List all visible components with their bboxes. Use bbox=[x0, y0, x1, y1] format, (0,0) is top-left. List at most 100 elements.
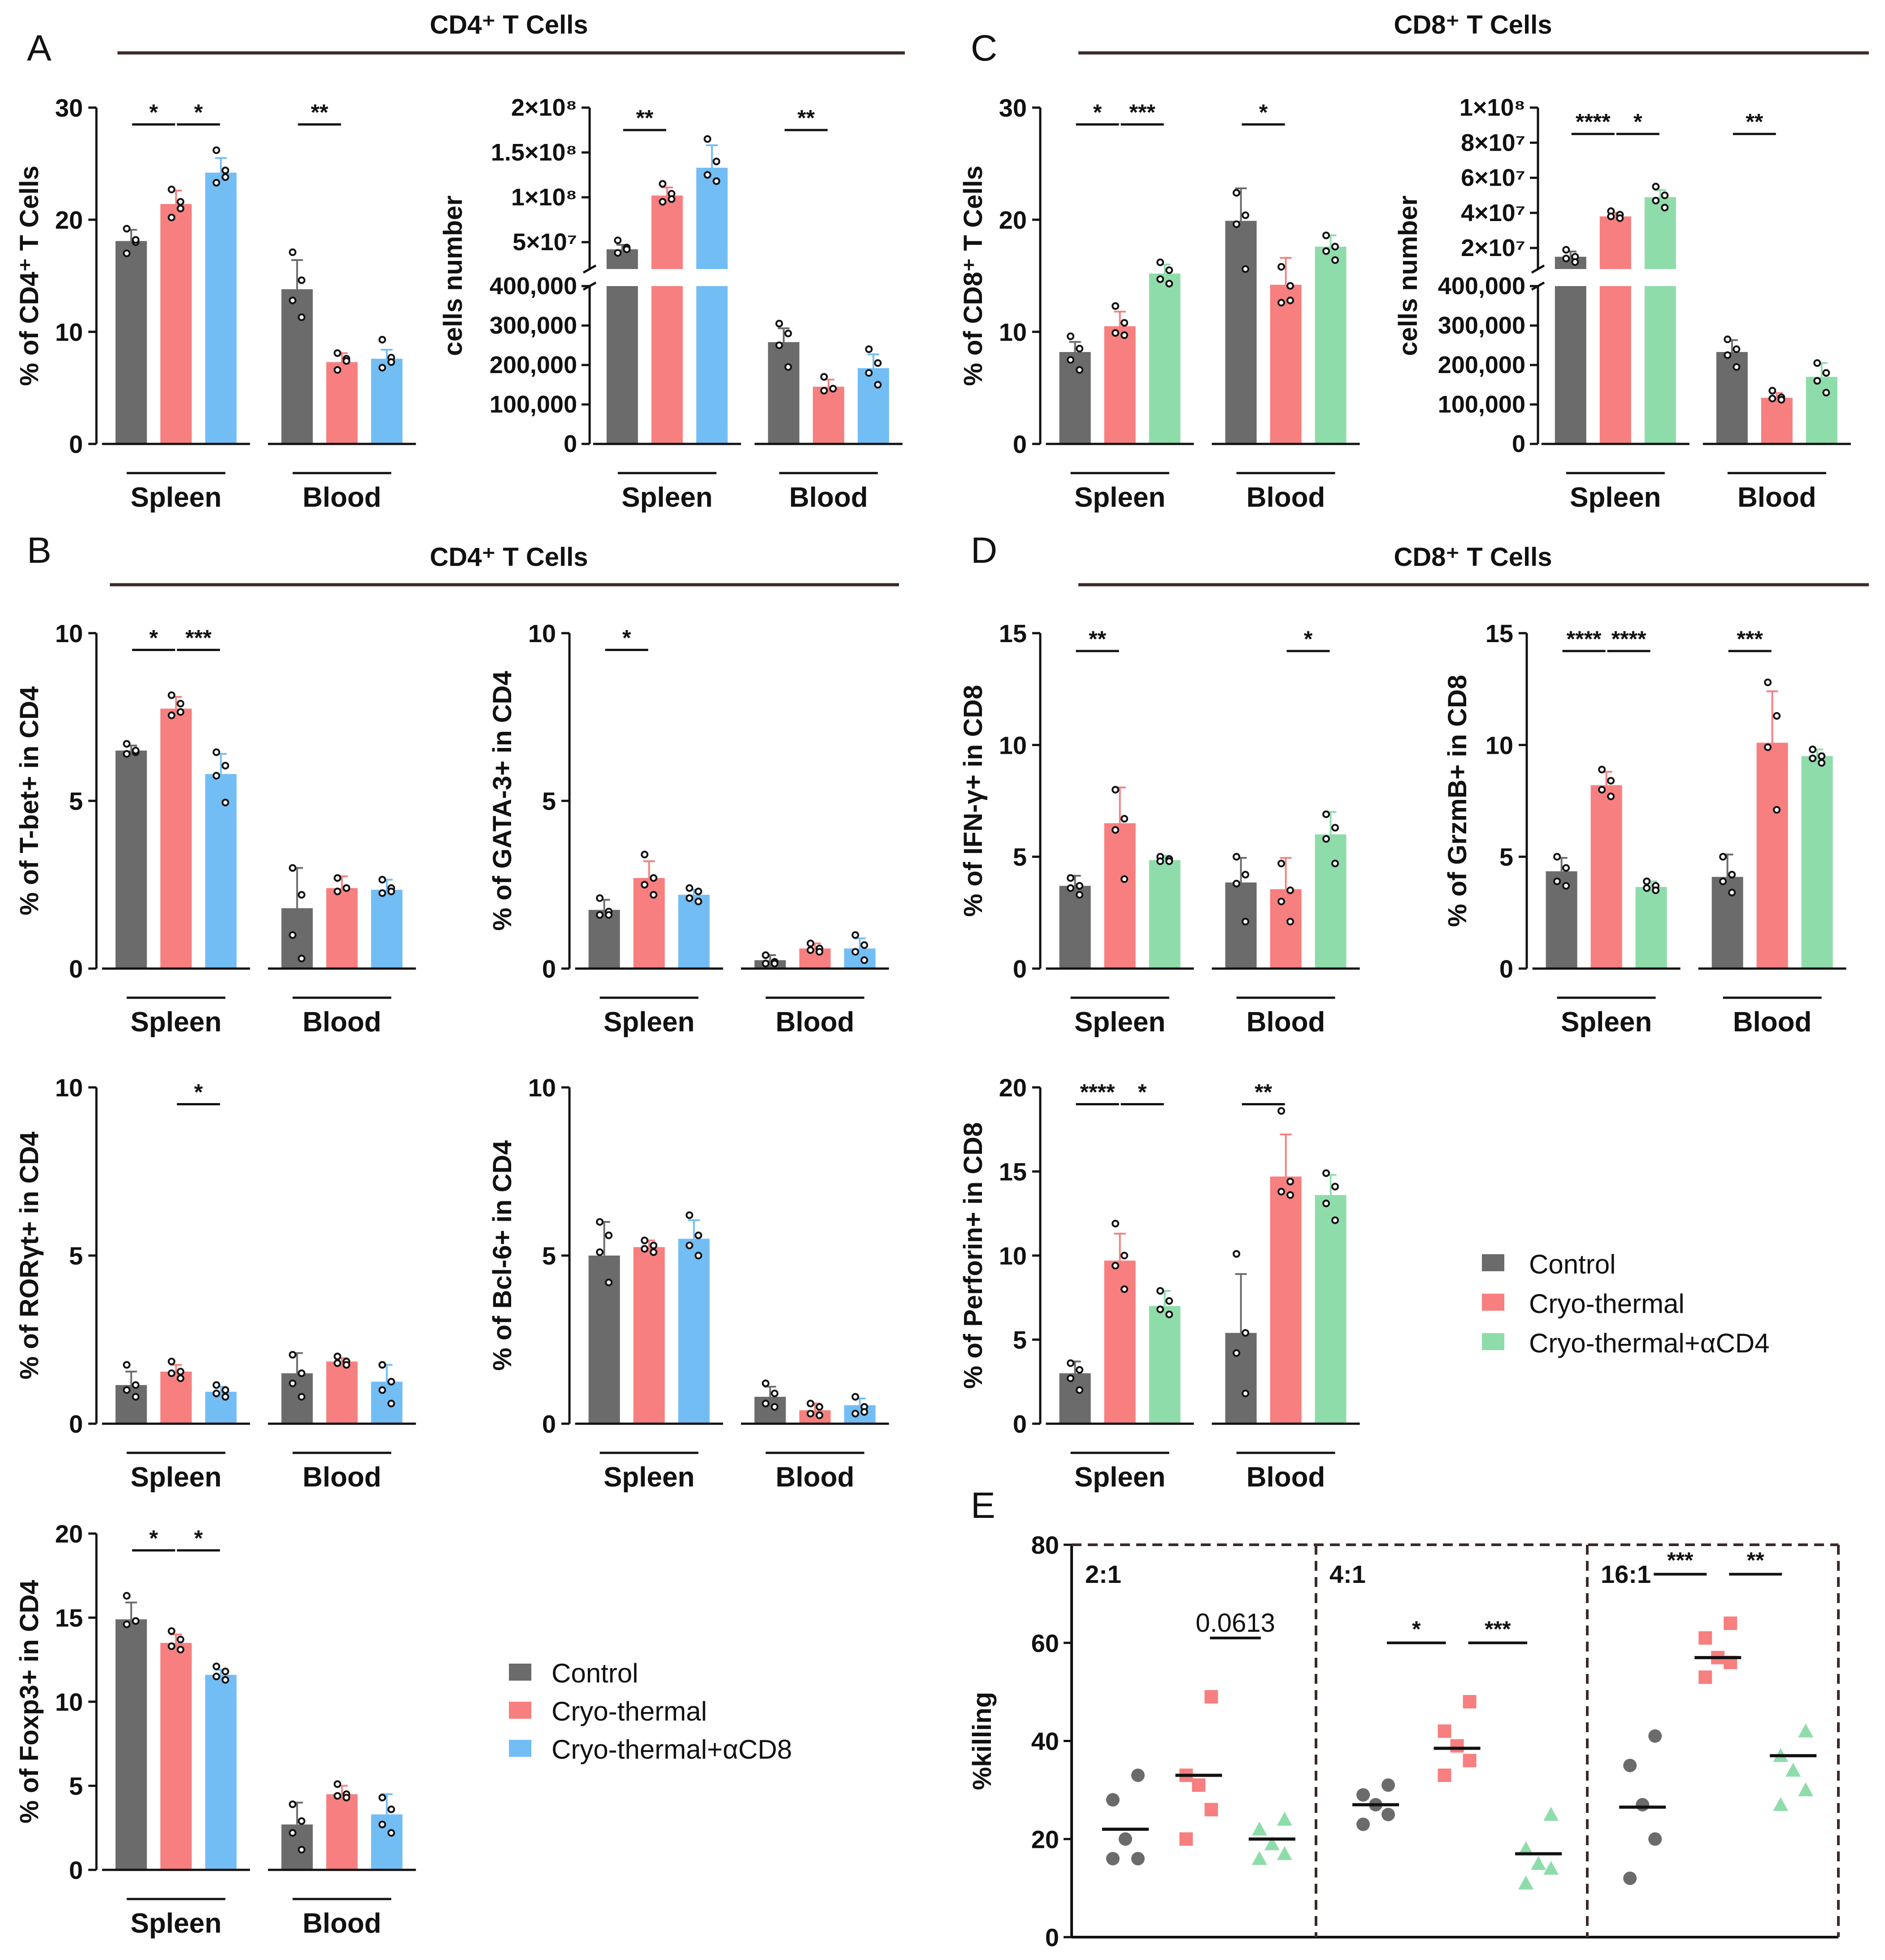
bar bbox=[1756, 743, 1788, 969]
y-tick-label: 200,000 bbox=[490, 352, 577, 378]
bar bbox=[371, 1382, 403, 1424]
data-point bbox=[1322, 231, 1330, 239]
data-point bbox=[289, 1351, 297, 1359]
data-point bbox=[1728, 888, 1736, 896]
y-tick-label: 2×10⁷ bbox=[1461, 235, 1525, 261]
data-point-control bbox=[1648, 1832, 1662, 1846]
bar bbox=[768, 342, 799, 444]
data-point bbox=[1643, 878, 1651, 886]
data-point bbox=[1112, 826, 1120, 834]
section-title-a: CD4⁺ T Cells bbox=[430, 10, 588, 39]
significance-label: * bbox=[1633, 109, 1642, 135]
data-point bbox=[695, 897, 703, 905]
data-point bbox=[334, 1352, 342, 1360]
y-tick-label: 0 bbox=[1499, 955, 1513, 983]
data-point bbox=[807, 946, 815, 954]
data-point bbox=[334, 1780, 342, 1788]
data-point bbox=[1242, 871, 1250, 879]
group-label: Blood bbox=[1247, 1462, 1325, 1493]
data-point bbox=[829, 385, 837, 393]
bar bbox=[606, 249, 638, 269]
data-point bbox=[860, 941, 869, 949]
y-tick-label: 5 bbox=[1013, 843, 1027, 871]
y-tick-label: 10 bbox=[999, 1242, 1027, 1270]
data-point bbox=[1165, 1297, 1173, 1305]
data-point bbox=[177, 1368, 185, 1376]
y-axis-label: % of GrzmB+ in CD8 bbox=[1443, 675, 1472, 927]
bar bbox=[326, 1794, 358, 1870]
data-point bbox=[1331, 256, 1339, 264]
bar bbox=[371, 1814, 403, 1870]
data-point bbox=[1233, 189, 1241, 197]
data-point-cryo bbox=[1204, 1803, 1218, 1817]
data-point bbox=[1818, 759, 1826, 767]
data-point bbox=[1598, 786, 1606, 794]
data-point-control bbox=[1636, 1798, 1650, 1812]
data-point bbox=[1562, 864, 1570, 872]
data-point bbox=[213, 748, 221, 756]
data-point bbox=[177, 1374, 185, 1382]
data-point bbox=[222, 1668, 230, 1675]
y-tick-label: 10 bbox=[1485, 731, 1513, 759]
data-point bbox=[596, 911, 604, 919]
data-point bbox=[771, 1403, 779, 1411]
data-point bbox=[1813, 359, 1821, 367]
data-point bbox=[1165, 280, 1173, 287]
data-point bbox=[1121, 331, 1129, 339]
data-point bbox=[1112, 786, 1120, 794]
y-tick-label: 20 bbox=[55, 1520, 83, 1548]
data-point bbox=[123, 1386, 131, 1394]
data-point bbox=[123, 1592, 131, 1600]
significance-label: ** bbox=[636, 105, 653, 130]
y-tick-label: 10 bbox=[528, 619, 556, 648]
data-point bbox=[387, 358, 395, 366]
data-point bbox=[343, 357, 351, 365]
data-point bbox=[1121, 875, 1129, 883]
data-point bbox=[1067, 1374, 1075, 1382]
data-point bbox=[289, 864, 297, 872]
section-title-d: CD8⁺ T Cells bbox=[1394, 543, 1552, 572]
data-point bbox=[1607, 213, 1615, 221]
y-tick-label: 8×10⁷ bbox=[1461, 129, 1525, 156]
bar bbox=[844, 1405, 876, 1424]
data-point bbox=[387, 1399, 395, 1408]
data-point bbox=[378, 876, 387, 884]
data-point bbox=[1809, 745, 1817, 753]
data-point bbox=[1661, 191, 1669, 200]
section-title-b: CD4⁺ T Cells bbox=[430, 543, 588, 572]
y-tick-label: 0 bbox=[1045, 1923, 1059, 1951]
significance-label: * bbox=[1138, 1080, 1147, 1105]
data-point bbox=[222, 1386, 230, 1394]
data-point bbox=[865, 345, 873, 353]
data-point bbox=[771, 960, 779, 968]
data-point bbox=[1277, 299, 1286, 307]
bar bbox=[1059, 352, 1091, 444]
significance-label: ** bbox=[1255, 1080, 1272, 1105]
y-tick-label: 400,000 bbox=[1438, 273, 1525, 300]
significance-label: **** bbox=[1576, 109, 1611, 135]
data-point bbox=[289, 1379, 297, 1387]
data-point bbox=[596, 894, 604, 902]
y-axis-label: % of Foxp3+ in CD4 bbox=[15, 1580, 44, 1823]
data-point bbox=[762, 1399, 770, 1408]
data-point bbox=[1165, 266, 1173, 274]
data-point bbox=[298, 955, 306, 963]
data-point bbox=[1733, 345, 1741, 353]
data-point bbox=[1331, 1182, 1339, 1191]
significance-label: * bbox=[1304, 626, 1313, 652]
y-axis-label: % of RORγt+ in CD4 bbox=[15, 1132, 44, 1380]
y-tick-label: 30 bbox=[999, 94, 1027, 122]
data-point bbox=[1277, 897, 1286, 905]
data-point bbox=[1322, 247, 1330, 255]
significance-label: * bbox=[1412, 1617, 1421, 1642]
data-point bbox=[1773, 806, 1781, 814]
data-point bbox=[213, 772, 221, 780]
data-point bbox=[132, 1617, 140, 1625]
bar bbox=[115, 241, 147, 444]
data-point-control bbox=[1118, 1832, 1132, 1846]
data-point bbox=[123, 1361, 131, 1369]
y-tick-label: 15 bbox=[999, 619, 1027, 648]
data-point bbox=[298, 1393, 306, 1401]
data-point bbox=[641, 1236, 649, 1244]
